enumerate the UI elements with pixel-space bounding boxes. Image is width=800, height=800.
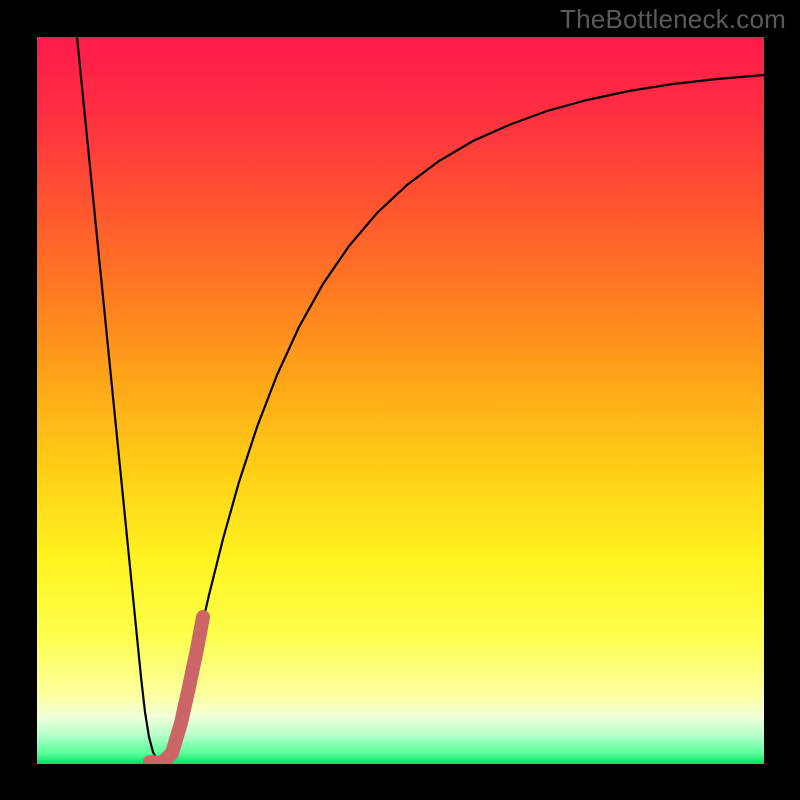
plot-svg [37,37,764,764]
watermark-text: TheBottleneck.com [560,4,786,35]
chart-frame: TheBottleneck.com [0,0,800,800]
gradient-background [37,37,764,764]
plot-area [37,37,764,764]
